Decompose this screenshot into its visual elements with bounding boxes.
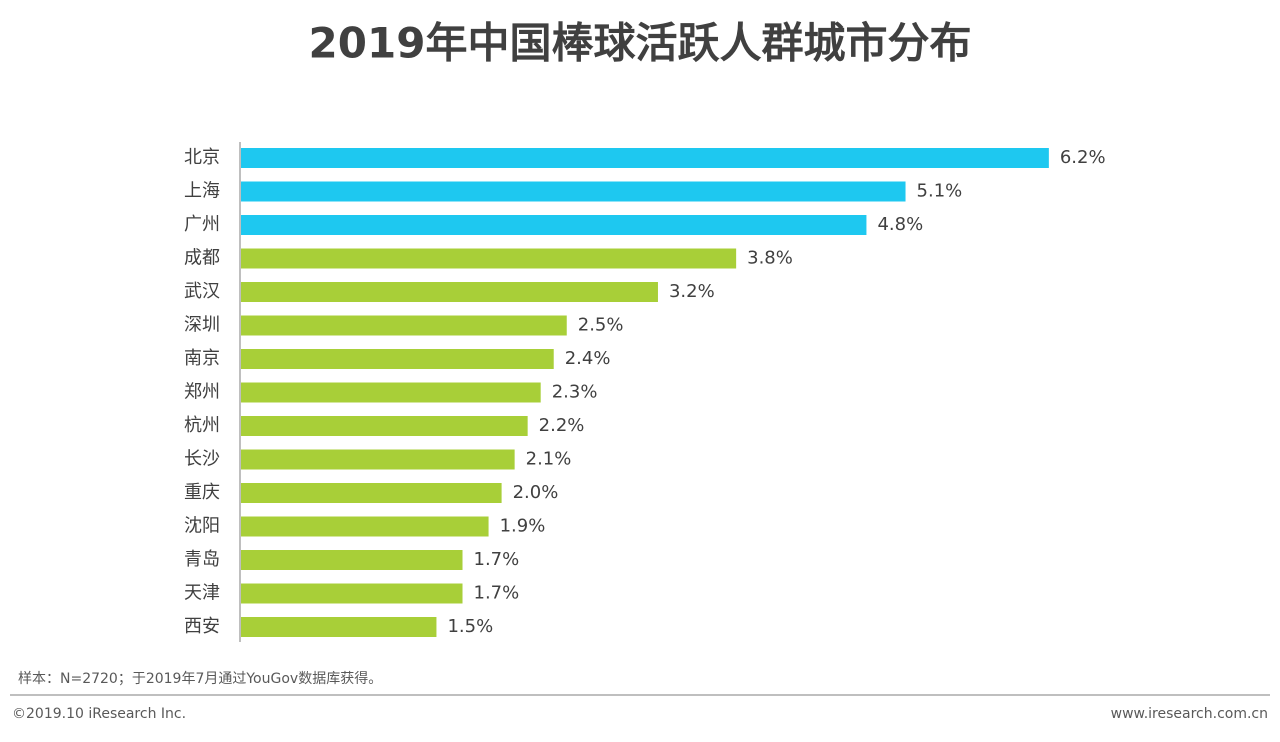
value-label: 1.5% <box>447 616 493 637</box>
category-label: 长沙 <box>184 449 220 470</box>
category-label: 北京 <box>184 147 220 168</box>
bar <box>241 382 541 403</box>
value-label: 3.8% <box>747 248 793 269</box>
value-label: 2.3% <box>552 382 598 403</box>
value-label: 1.7% <box>474 549 520 570</box>
category-label: 沈阳 <box>184 516 220 537</box>
value-label: 2.1% <box>526 449 572 470</box>
bar <box>241 349 554 369</box>
value-label: 6.2% <box>1060 147 1106 168</box>
bar <box>241 148 1049 168</box>
bar <box>241 248 737 269</box>
value-label: 2.0% <box>513 482 559 503</box>
value-label: 2.5% <box>578 315 624 336</box>
bar <box>241 416 528 436</box>
bar <box>241 215 867 235</box>
category-label: 南京 <box>184 348 220 369</box>
copyright: ©2019.10 iResearch Inc. <box>12 706 186 722</box>
chart-title: 2019年中国棒球活跃人群城市分布 <box>309 19 972 68</box>
category-label: 杭州 <box>184 415 220 436</box>
category-label: 天津 <box>184 583 220 604</box>
note: 样本：N=2720；于2019年7月通过YouGov数据库获得。 <box>18 670 382 687</box>
bar <box>241 550 463 570</box>
value-label: 2.4% <box>565 348 611 369</box>
bar <box>241 583 463 604</box>
bar <box>241 483 502 503</box>
value-label: 5.1% <box>917 181 963 202</box>
value-label: 2.2% <box>539 415 585 436</box>
bar <box>241 282 658 302</box>
bar <box>241 181 906 202</box>
category-label: 西安 <box>184 616 220 637</box>
value-label: 1.7% <box>474 583 520 604</box>
value-label: 1.9% <box>500 516 546 537</box>
bar <box>241 617 437 637</box>
bar <box>241 516 489 537</box>
category-label: 武汉 <box>184 281 220 302</box>
category-label: 郑州 <box>184 382 220 403</box>
value-label: 3.2% <box>669 281 715 302</box>
bar <box>241 449 515 470</box>
value-label: 4.8% <box>877 214 923 235</box>
category-label: 青岛 <box>184 549 220 570</box>
category-label: 重庆 <box>184 482 220 503</box>
category-label: 上海 <box>184 181 220 202</box>
category-label: 成都 <box>184 248 220 269</box>
category-label: 广州 <box>184 214 220 235</box>
bar <box>241 315 567 336</box>
website: www.iresearch.com.cn <box>1111 706 1268 722</box>
category-label: 深圳 <box>184 315 220 336</box>
